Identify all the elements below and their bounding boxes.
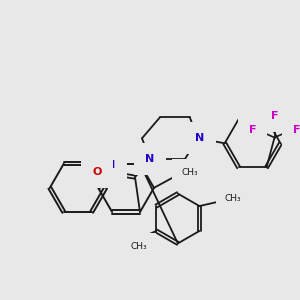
Text: N: N [106, 160, 116, 170]
Text: F: F [249, 124, 256, 135]
Text: F: F [271, 111, 278, 121]
Text: N: N [145, 154, 154, 164]
Text: CH₃: CH₃ [130, 242, 147, 251]
Text: CH₃: CH₃ [182, 168, 198, 177]
Text: CH₃: CH₃ [225, 194, 242, 202]
Text: O: O [92, 167, 102, 177]
Text: N: N [195, 133, 204, 143]
Text: F: F [293, 124, 300, 135]
